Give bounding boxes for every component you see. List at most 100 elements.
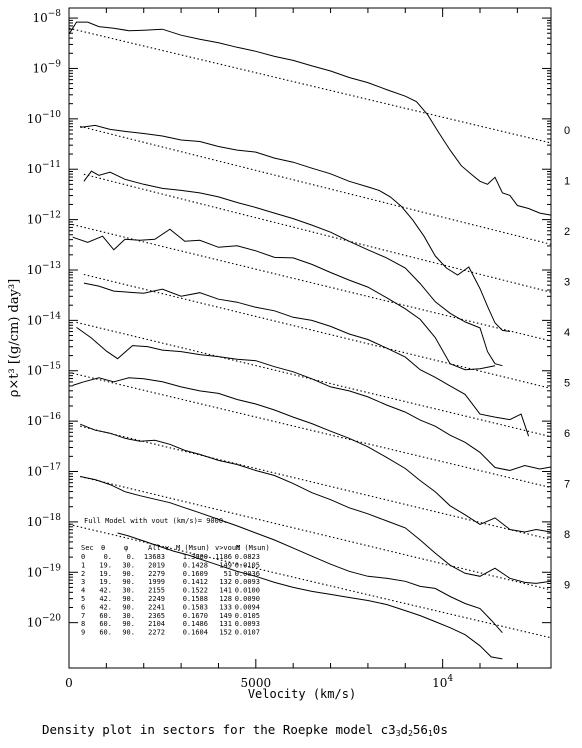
y-tick-label: 10−8 xyxy=(32,9,61,25)
table-cell: 90. xyxy=(122,570,135,578)
table-cell: 132 xyxy=(219,578,232,586)
table-cell: 0.0036 xyxy=(235,570,260,578)
table-cell: 51 xyxy=(224,570,232,578)
table-cell: 5 xyxy=(81,595,85,603)
table-cell: 13683 xyxy=(144,553,165,561)
table-cell: 2249 xyxy=(148,595,165,603)
sector-table: Full Model with vout (km/s)= 9000. Sec θ φ A… xyxy=(81,517,270,637)
table-cell: 0.1486 xyxy=(183,620,208,628)
sector-1-fit-line xyxy=(83,173,552,293)
table-cell: 2104 xyxy=(148,620,165,628)
y-tick-label: 10−17 xyxy=(27,463,62,479)
sector-1-curve xyxy=(83,170,503,367)
sector-4-curve xyxy=(76,326,552,472)
table-cell: 0.0100 xyxy=(235,587,260,595)
sector-label-8: 8 xyxy=(564,529,570,541)
table-cell: 2019 xyxy=(148,561,165,569)
table-header-cell: Sec xyxy=(81,544,94,552)
table-cell: 0.1609 xyxy=(183,570,208,578)
table-cell: 0.0093 xyxy=(235,578,260,586)
vout-annotation: Full Model with vout (km/s)= 9000. xyxy=(84,517,227,525)
density-series xyxy=(68,21,552,660)
table-header-cell: φ xyxy=(124,544,128,552)
table-cell: 0.0823 xyxy=(235,553,260,561)
table-header-cell: θ xyxy=(101,544,105,552)
y-tick-label: 10−16 xyxy=(27,412,62,428)
sector-label-0: 0 xyxy=(564,125,570,137)
table-cell: 133 xyxy=(219,603,232,611)
y-tick-label: 10−9 xyxy=(32,59,61,75)
table-cell: 128 xyxy=(219,595,232,603)
x-tick-label: 104 xyxy=(432,674,453,690)
table-cell: 0.1604 xyxy=(183,629,208,637)
table-cell: 90. xyxy=(122,620,135,628)
table-cell: 2155 xyxy=(148,587,165,595)
y-tick-label: 10−13 xyxy=(27,261,62,277)
sector-6-fit-line xyxy=(80,425,552,541)
plot-frame xyxy=(68,7,552,669)
table-cell: 0.0107 xyxy=(235,629,260,637)
x-tick-label: 0 xyxy=(65,676,73,690)
table-cell: 0.1522 xyxy=(183,587,208,595)
table-cell: 42. xyxy=(99,587,112,595)
fit-lines xyxy=(68,27,552,639)
table-cell: 1999 xyxy=(148,578,165,586)
sector-8-fit-line xyxy=(68,523,552,639)
full-model-fit-line xyxy=(68,27,552,144)
sector-7-fit-line xyxy=(80,475,552,591)
table-cell: 0.0093 xyxy=(235,620,260,628)
sector-label-2: 2 xyxy=(564,226,570,238)
table-header-cell: All v xyxy=(148,544,169,552)
table-cell: 2279 xyxy=(148,570,165,578)
table-header-cell: v>vout xyxy=(215,544,240,552)
table-cell: 30. xyxy=(122,587,135,595)
table-cell: 1 xyxy=(81,561,85,569)
sector-0-fit-line xyxy=(80,125,552,245)
table-header-cell: M (Msun) xyxy=(176,544,210,552)
table-cell: 0.1583 xyxy=(183,603,208,611)
table-cell: 0.1670 xyxy=(183,612,208,620)
table-cell: 90. xyxy=(122,578,135,586)
sector-7-curve xyxy=(80,476,503,634)
y-tick-label: 10−18 xyxy=(27,513,62,529)
table-cell: 0.0105 xyxy=(235,561,260,569)
table-cell: 0.0090 xyxy=(235,595,260,603)
sector-6-curve xyxy=(80,423,552,584)
figure-caption: Density plot in sectors for the Roepke m… xyxy=(42,722,448,738)
sector-2-fit-line xyxy=(72,224,552,342)
table-cell: 60. xyxy=(99,612,112,620)
plot-border xyxy=(68,7,552,669)
axis-ticks: 10−810−910−1010−1110−1210−1310−1410−1510… xyxy=(27,8,551,690)
table-header-cell: M (Msun) xyxy=(236,544,270,552)
y-tick-label: 10−11 xyxy=(27,160,61,176)
table-cell: 90. xyxy=(122,595,135,603)
table-cell: 4 xyxy=(81,587,85,595)
sector-5-curve xyxy=(72,377,552,533)
table-cell: 2 xyxy=(81,570,85,578)
table-cell: 30. xyxy=(122,612,135,620)
table-cell: 2365 xyxy=(148,612,165,620)
table-cell: 9 xyxy=(81,629,85,637)
sector-label-5: 5 xyxy=(564,378,570,390)
sector-2-curve xyxy=(72,228,496,371)
table-cell: 1.3900 xyxy=(183,553,208,561)
table-cell: 19. xyxy=(99,570,112,578)
table-cell: 2272 xyxy=(148,629,165,637)
table-cell: 3 xyxy=(81,578,85,586)
table-cell: 0.1588 xyxy=(183,595,208,603)
table-cell: 6 xyxy=(81,603,85,611)
sector-label-3: 3 xyxy=(564,277,570,289)
sector-3-curve xyxy=(83,282,530,437)
table-cell: 152 xyxy=(219,629,232,637)
table-cell: 30. xyxy=(122,561,135,569)
table-cell: 149 xyxy=(219,612,232,620)
table-cell: 0.1412 xyxy=(183,578,208,586)
y-tick-label: 10−10 xyxy=(27,110,62,126)
table-cell: 0 xyxy=(81,553,85,561)
sector-label-4: 4 xyxy=(564,327,570,339)
table-cell: 131 xyxy=(219,620,232,628)
table-cell: 0.0094 xyxy=(235,603,260,611)
table-cell: 141 xyxy=(219,587,232,595)
sector-label-1: 1 xyxy=(564,176,570,188)
